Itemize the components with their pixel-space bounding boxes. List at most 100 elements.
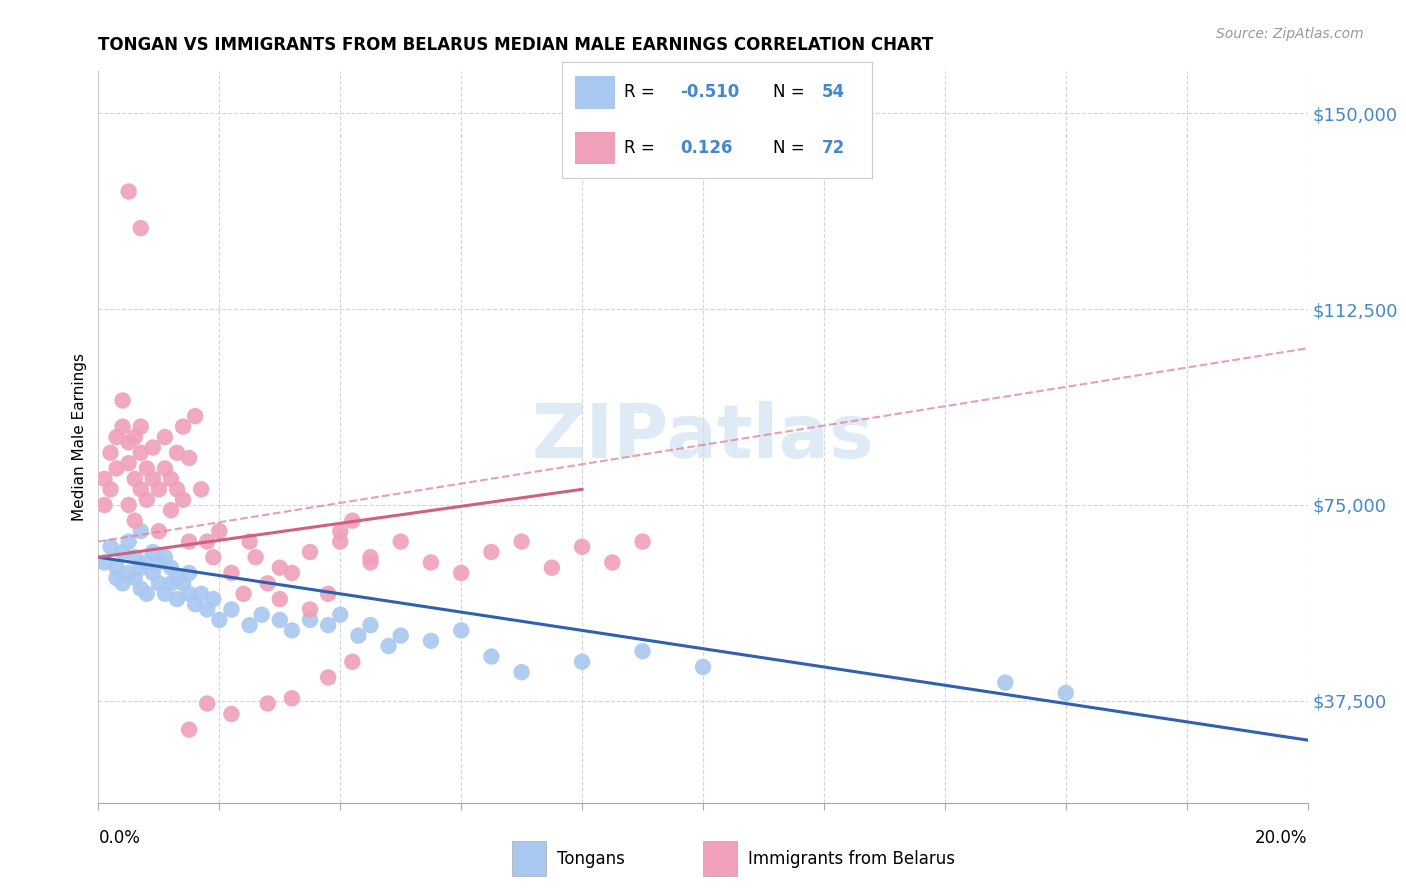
Point xyxy=(93,498,115,512)
Point xyxy=(190,587,212,601)
Text: 0.0%: 0.0% xyxy=(98,829,141,847)
Text: TONGAN VS IMMIGRANTS FROM BELARUS MEDIAN MALE EARNINGS CORRELATION CHART: TONGAN VS IMMIGRANTS FROM BELARUS MEDIAN… xyxy=(98,36,934,54)
Point xyxy=(142,545,165,559)
Point xyxy=(111,419,134,434)
Text: 72: 72 xyxy=(823,139,845,157)
Point xyxy=(177,534,201,549)
Text: ZIPatlas: ZIPatlas xyxy=(531,401,875,474)
Point xyxy=(481,545,503,559)
Point xyxy=(93,472,115,486)
Point xyxy=(377,639,399,653)
Point xyxy=(208,613,231,627)
Text: R =: R = xyxy=(624,139,665,157)
Point xyxy=(160,560,183,574)
Point xyxy=(118,566,141,580)
Point xyxy=(166,571,188,585)
Point xyxy=(281,691,304,706)
Point xyxy=(232,587,254,601)
Point xyxy=(105,430,128,444)
Point xyxy=(166,446,188,460)
Point xyxy=(450,566,472,580)
Point xyxy=(153,461,176,475)
Text: Immigrants from Belarus: Immigrants from Belarus xyxy=(748,849,955,868)
Point xyxy=(540,560,562,574)
Point xyxy=(124,514,146,528)
Point xyxy=(208,524,231,538)
Point xyxy=(316,670,339,684)
Point xyxy=(129,582,152,596)
Point xyxy=(142,441,165,455)
Point xyxy=(111,545,134,559)
Point xyxy=(118,456,141,470)
Point xyxy=(419,633,441,648)
Point xyxy=(299,613,322,627)
Point xyxy=(269,560,291,574)
Point xyxy=(148,524,170,538)
FancyBboxPatch shape xyxy=(512,841,546,876)
Point xyxy=(221,602,243,616)
Point xyxy=(342,655,364,669)
Point xyxy=(172,576,194,591)
Point xyxy=(389,629,412,643)
Point xyxy=(360,550,382,565)
Point xyxy=(316,587,339,601)
Text: 0.126: 0.126 xyxy=(681,139,733,157)
Point xyxy=(299,545,322,559)
Point xyxy=(135,587,157,601)
Point xyxy=(129,446,152,460)
Point xyxy=(93,556,115,570)
Point xyxy=(118,435,141,450)
Point xyxy=(342,514,364,528)
Point xyxy=(329,524,352,538)
Point xyxy=(202,592,225,607)
Point xyxy=(177,450,201,465)
FancyBboxPatch shape xyxy=(575,132,614,164)
Point xyxy=(190,483,212,497)
Point xyxy=(148,483,170,497)
Point xyxy=(100,540,122,554)
Point xyxy=(105,571,128,585)
Point xyxy=(177,566,201,580)
Point xyxy=(124,472,146,486)
Point xyxy=(142,566,165,580)
Point xyxy=(160,503,183,517)
Point xyxy=(153,430,176,444)
Point xyxy=(135,492,157,507)
FancyBboxPatch shape xyxy=(703,841,737,876)
Point xyxy=(389,534,412,549)
Point xyxy=(153,587,176,601)
Point xyxy=(299,602,322,616)
Point xyxy=(316,618,339,632)
Point xyxy=(129,524,152,538)
Point xyxy=(360,618,382,632)
Point xyxy=(153,550,176,565)
Point xyxy=(239,534,262,549)
Point xyxy=(184,409,207,424)
Point xyxy=(124,430,146,444)
FancyBboxPatch shape xyxy=(575,77,614,109)
Point xyxy=(172,492,194,507)
Point xyxy=(450,624,472,638)
Point xyxy=(1054,686,1077,700)
Point xyxy=(269,592,291,607)
Point xyxy=(602,556,624,570)
Point xyxy=(129,483,152,497)
Text: Tongans: Tongans xyxy=(557,849,624,868)
Point xyxy=(202,550,225,565)
Point xyxy=(994,675,1017,690)
Point xyxy=(256,697,278,711)
Point xyxy=(160,576,183,591)
Point xyxy=(481,649,503,664)
Point xyxy=(329,607,352,622)
Point xyxy=(124,550,146,565)
Point xyxy=(571,655,593,669)
Point xyxy=(269,613,291,627)
Point xyxy=(250,607,273,622)
Point xyxy=(148,556,170,570)
Point xyxy=(195,697,218,711)
Point xyxy=(166,592,188,607)
Point xyxy=(172,419,194,434)
Point xyxy=(118,185,141,199)
Point xyxy=(129,221,152,235)
Point xyxy=(281,566,304,580)
